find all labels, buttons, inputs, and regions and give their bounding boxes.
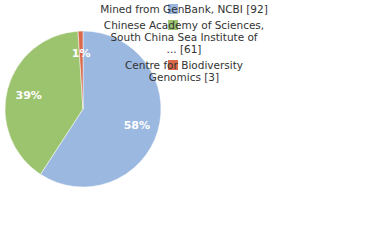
svg-text:1%: 1% [72, 47, 91, 60]
svg-text:Chinese Academy of Sciences,So: Chinese Academy of Sciences,South China … [104, 19, 264, 55]
svg-text:Centre for BiodiversityGenomic: Centre for BiodiversityGenomics [3] [125, 59, 243, 83]
svg-text:39%: 39% [16, 89, 42, 102]
svg-text:Mined from GenBank, NCBI [92]: Mined from GenBank, NCBI [92] [100, 3, 268, 15]
svg-text:58%: 58% [124, 119, 150, 132]
